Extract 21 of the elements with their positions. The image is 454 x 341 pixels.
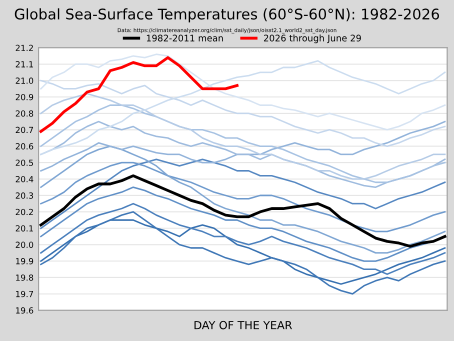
y-tick-label: 20.2 [16,208,33,216]
y-tick-label: 21.1 [16,61,33,68]
y-tick-label: 19.6 [16,307,34,314]
y-tick-label: 21.0 [16,78,34,84]
y-tick-label: 19.9 [16,258,34,264]
y-tick-label: 20.8 [16,110,34,117]
y-tick-label: 20.0 [16,242,34,248]
y-tick-label: 20.5 [16,160,33,166]
y-tick-label: 20.4 [16,176,34,182]
chart-title: Global Sea-Surface Temperatures (60°S-60°N): 1982-2026 [14,8,440,22]
y-tick-label: 19.8 [16,274,34,281]
y-tick-label: 20.6 [16,143,34,150]
legend-label: 2026 through June 29 [264,34,361,44]
y-tick-label: 20.1 [16,225,33,232]
x-axis-title: DAY OF THE YEAR [194,320,292,330]
legend-label: 1982-2011 mean [146,34,223,42]
y-tick-label: 20.9 [16,94,34,100]
y-tick-label: 19.7 [16,290,34,298]
y-tick-label: 20.3 [16,192,34,199]
y-tick-label: 21.2 [16,44,33,51]
y-tick-label: 20.7 [16,126,34,134]
